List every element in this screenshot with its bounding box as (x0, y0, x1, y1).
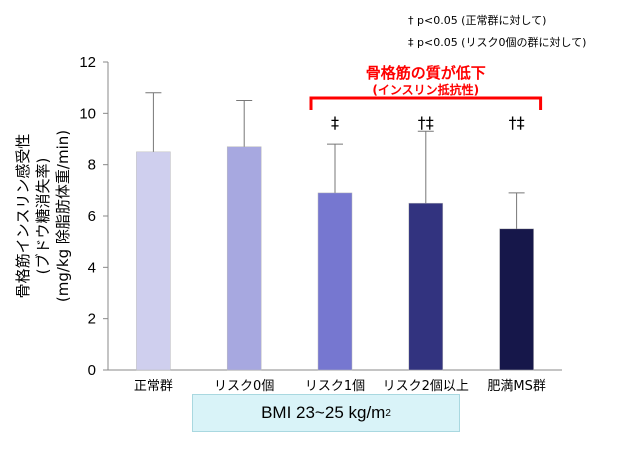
error-bars (145, 92, 525, 229)
significance-mark: †‡ (509, 113, 525, 132)
bracket-title: 骨格筋の質が低下 (366, 64, 486, 82)
y-tick-label: 6 (88, 208, 96, 225)
bars (136, 146, 534, 371)
significance-marks: ‡ †‡ †‡ (331, 113, 525, 132)
x-tick-label: 正常群 (134, 379, 173, 394)
y-axis-label-line: 骨格筋インスリン感受性 (14, 134, 32, 299)
y-axis-label: 骨格筋インスリン感受性 (ブドウ糖消失率) (mg/kg 除脂肪体重/min) (14, 130, 72, 302)
legend-entry: † p<0.05 (正常群に対して) (408, 13, 546, 27)
bracket-line (309, 96, 543, 110)
x-tick-label: 肥満MS群 (487, 379, 545, 394)
y-axis-label-line: (mg/kg 除脂肪体重/min) (54, 130, 72, 302)
bmi-superscript: 2 (385, 407, 391, 419)
x-tick-label: リスク0個 (214, 379, 274, 394)
legend-entry: ‡ p<0.05 (リスク0個の群に対して) (408, 35, 586, 49)
y-tick-label: 4 (88, 259, 96, 276)
y-tick-label: 0 (88, 362, 96, 379)
bar (499, 228, 534, 371)
x-tick-label: リスク2個以上 (383, 379, 469, 394)
significance-legend: † p<0.05 (正常群に対して) ‡ p<0.05 (リスク0個の群に対して) (408, 13, 586, 49)
bar (136, 151, 171, 371)
y-tick-label: 8 (88, 157, 96, 174)
x-tick-label: リスク1個 (305, 379, 365, 394)
x-axis-labels: 正常群 リスク0個 リスク1個 リスク2個以上 肥満MS群 (134, 379, 546, 394)
bar (226, 146, 262, 371)
y-tick-label: 10 (79, 105, 96, 122)
significance-mark: ‡ (331, 113, 339, 132)
y-tick-label: 2 (88, 311, 96, 328)
bmi-label: BMI 23~25 kg/m (261, 403, 386, 422)
bracket-subtitle: (インスリン抵抗性) (372, 82, 479, 97)
y-tick-label: 12 (79, 54, 96, 71)
bar (317, 192, 353, 371)
quality-decline-bracket: 骨格筋の質が低下(インスリン抵抗性) (309, 64, 543, 110)
bmi-range-box: BMI 23~25 kg/m 2 (192, 394, 460, 432)
y-axis-label-line: (ブドウ糖消失率) (34, 158, 52, 275)
y-axis: 0 2 4 6 8 10 12 (79, 54, 562, 379)
bar (408, 202, 444, 371)
significance-mark: †‡ (418, 113, 434, 132)
